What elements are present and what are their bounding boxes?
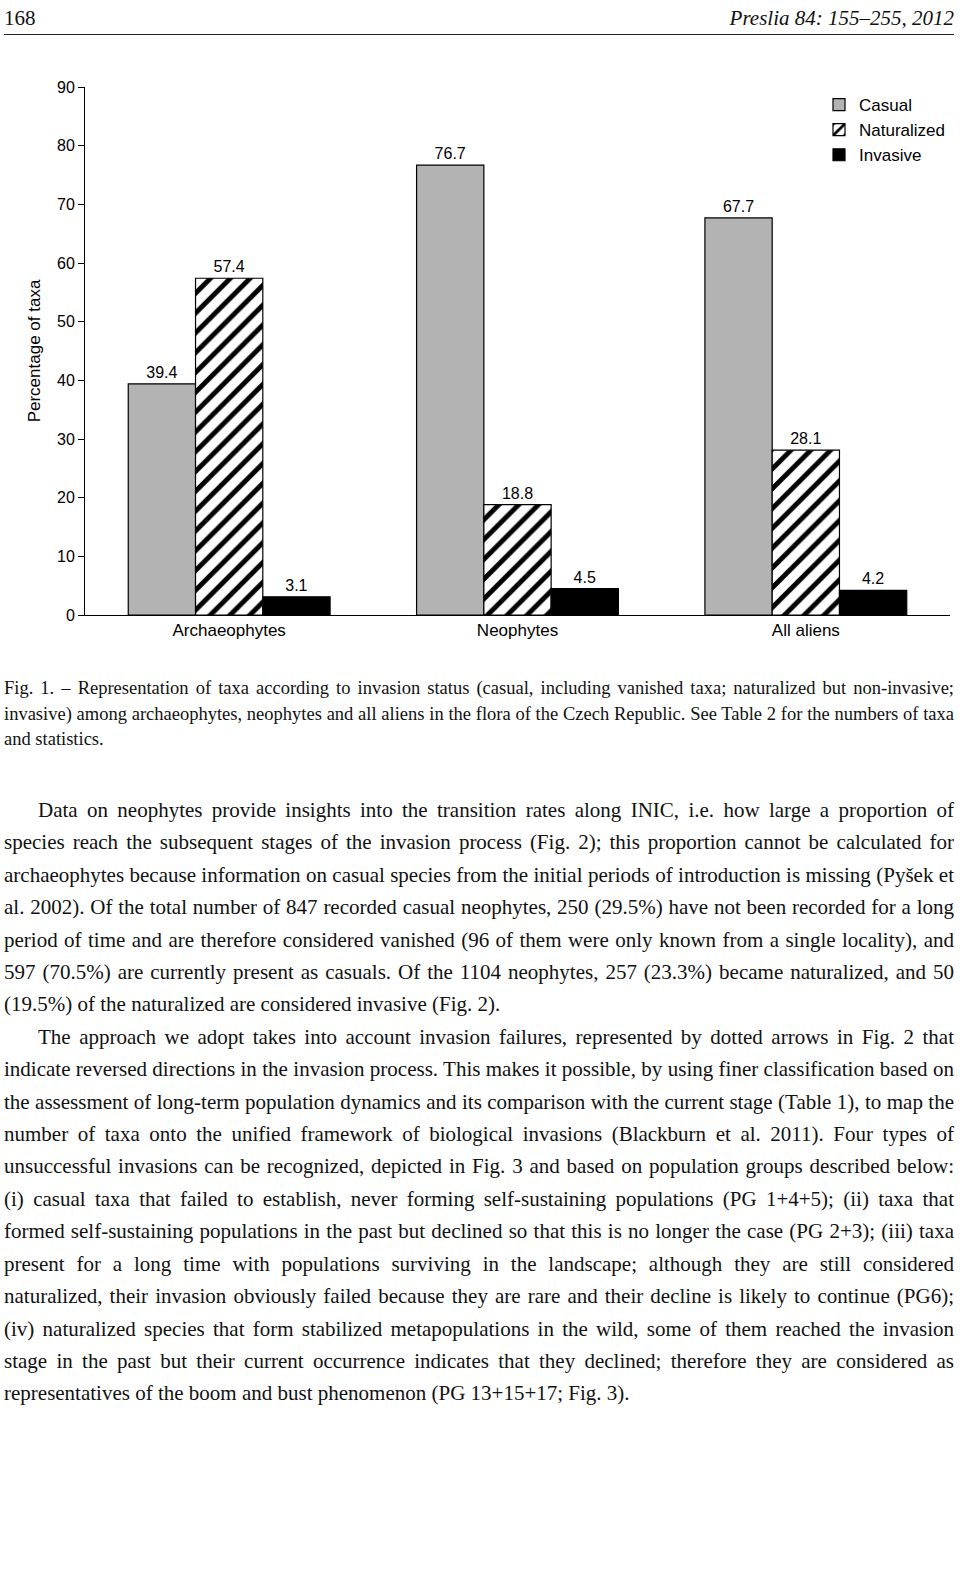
svg-text:76.7: 76.7 (435, 145, 466, 162)
svg-text:67.7: 67.7 (723, 198, 754, 215)
svg-text:57.4: 57.4 (214, 258, 245, 275)
svg-text:50: 50 (57, 313, 75, 330)
svg-text:28.1: 28.1 (790, 430, 821, 447)
svg-text:4.5: 4.5 (574, 569, 596, 586)
svg-text:Percentage of taxa: Percentage of taxa (25, 279, 44, 422)
svg-text:30: 30 (57, 431, 75, 448)
html-text:168: 168 (4, 6, 36, 30)
svg-text:90: 90 (57, 79, 75, 96)
svg-text:60: 60 (57, 255, 75, 272)
html-text:Preslia 84: 155–255, 2012: Preslia 84: 155–255, 2012 (729, 6, 954, 30)
svg-text:Naturalized: Naturalized (859, 121, 945, 140)
svg-text:Archaeophytes: Archaeophytes (172, 621, 285, 640)
svg-text:70: 70 (57, 196, 75, 213)
html-text:Fig. 1. – Representation of ta: Fig. 1. – Representation of taxa accordi… (4, 678, 954, 749)
svg-text:18.8: 18.8 (502, 485, 533, 502)
html-text:Data on neophytes provide insi: Data on neophytes provide insights into … (4, 798, 954, 1017)
svg-text:3.1: 3.1 (285, 577, 307, 594)
svg-text:Invasive: Invasive (859, 146, 921, 165)
svg-text:20: 20 (57, 489, 75, 506)
svg-text:80: 80 (57, 137, 75, 154)
html-text:The approach we adopt takes in: The approach we adopt takes into account… (4, 1024, 954, 1406)
svg-text:40: 40 (57, 372, 75, 389)
svg-text:All aliens: All aliens (772, 621, 840, 640)
svg-text:0: 0 (66, 607, 75, 624)
svg-text:Casual: Casual (859, 96, 912, 115)
svg-text:10: 10 (57, 548, 75, 565)
svg-text:39.4: 39.4 (146, 364, 177, 381)
svg-text:Neophytes: Neophytes (477, 621, 558, 640)
svg-text:4.2: 4.2 (862, 570, 884, 587)
